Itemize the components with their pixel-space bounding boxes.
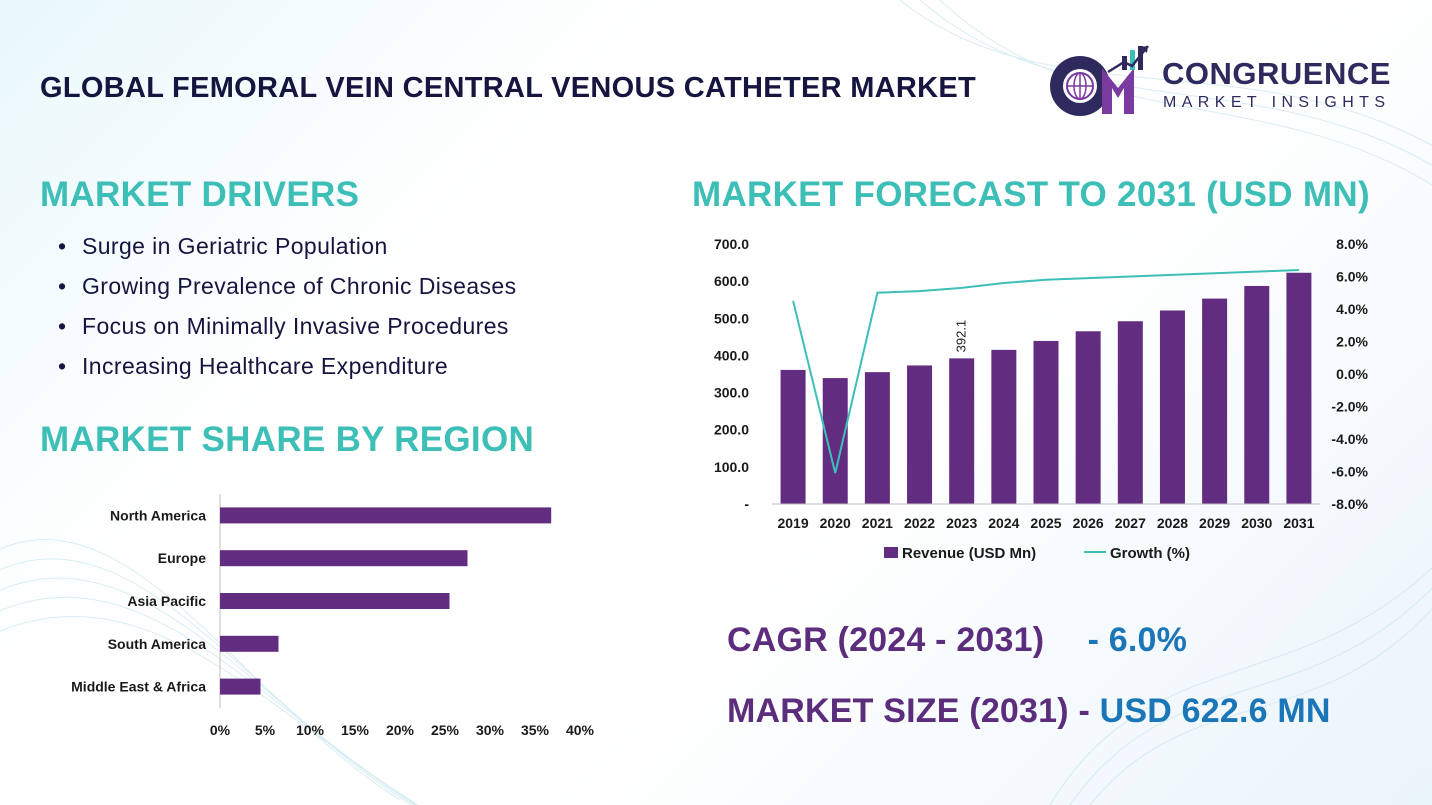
- x-tick-label: 35%: [521, 722, 550, 738]
- cagr-kpi: CAGR (2024 - 2031) - 6.0%: [727, 621, 1187, 660]
- legend-label-revenue: Revenue (USD Mn): [902, 545, 1036, 562]
- x-tick-label: 2031: [1283, 515, 1314, 531]
- x-tick-label: 30%: [476, 722, 505, 738]
- x-tick-label: 2024: [988, 515, 1019, 531]
- x-tick-label: 2020: [820, 515, 851, 531]
- y2-tick-label: -4.0%: [1331, 431, 1368, 447]
- bullet-icon: •: [58, 353, 67, 379]
- x-tick-label: 2019: [777, 515, 808, 531]
- y-tick-label: 200.0: [714, 422, 749, 438]
- drivers-list: • Surge in Geriatric Population • Growing …: [58, 228, 517, 388]
- region-share-chart: North America Europe Asia Pacific South Ame…: [71, 494, 595, 738]
- driver-item: • Growing Prevalence of Chronic Diseases: [58, 268, 517, 308]
- y-tick-label: 300.0: [714, 385, 749, 401]
- x-tick-label: 2022: [904, 515, 935, 531]
- driver-text: Growing Prevalence of Chronic Diseases: [82, 273, 517, 299]
- forecast-chart: - 100.0 200.0 300.0 400.0 500.0 600.0 700.0 -8.0…: [714, 236, 1369, 562]
- category-label: Europe: [158, 550, 206, 566]
- page-title: GLOBAL FEMORAL VEIN CENTRAL VENOUS CATHE…: [40, 72, 977, 104]
- revenue-bar-2025: [1033, 340, 1059, 504]
- driver-item: • Focus on Minimally Invasive Procedures: [58, 308, 517, 348]
- x-tick-label: 2026: [1073, 515, 1104, 531]
- revenue-bar-2026: [1075, 331, 1101, 504]
- category-label: Asia Pacific: [127, 593, 206, 609]
- y2-tick-label: 4.0%: [1336, 301, 1368, 317]
- bar-europe: [220, 550, 468, 567]
- x-tick-label: 2030: [1241, 515, 1272, 531]
- y-tick-label: 100.0: [714, 459, 749, 475]
- x-tick-label: 5%: [255, 722, 276, 738]
- y2-tick-label: 6.0%: [1336, 269, 1368, 285]
- brand-logo: CONGRUENCE MARKET INSIGHTS: [1044, 44, 1404, 124]
- revenue-bar-2030: [1244, 285, 1270, 504]
- x-tick-label: 2027: [1115, 515, 1146, 531]
- x-tick-label: 25%: [431, 722, 460, 738]
- x-tick-label: 15%: [341, 722, 370, 738]
- x-tick-label: 2023: [946, 515, 977, 531]
- logo-subtitle: MARKET INSIGHTS: [1163, 94, 1391, 111]
- logo-name: CONGRUENCE: [1162, 56, 1391, 91]
- y2-tick-label: -6.0%: [1331, 464, 1368, 480]
- share-heading: MARKET SHARE BY REGION: [40, 420, 535, 459]
- driver-text: Increasing Healthcare Expenditure: [82, 353, 449, 379]
- x-tick-label: 2025: [1030, 515, 1061, 531]
- revenue-bar-2031: [1286, 272, 1312, 504]
- x-tick-label: 20%: [386, 722, 415, 738]
- revenue-bar-2019: [780, 369, 806, 504]
- revenue-bar-2028: [1159, 310, 1185, 504]
- x-tick-label: 2028: [1157, 515, 1188, 531]
- bullet-icon: •: [58, 313, 67, 339]
- cagr-value: - 6.0%: [1087, 621, 1188, 659]
- data-label: 392.1: [954, 320, 969, 353]
- legend-label-growth: Growth (%): [1110, 545, 1190, 562]
- x-tick-label: 40%: [566, 722, 595, 738]
- cagr-label: CAGR (2024 - 2031): [727, 621, 1045, 659]
- y2-tick-label: 8.0%: [1336, 236, 1368, 252]
- y2-tick-label: 0.0%: [1336, 366, 1368, 382]
- growth-line: [792, 269, 1299, 474]
- revenue-bar-2021: [864, 372, 890, 504]
- y2-tick-label: -2.0%: [1331, 399, 1368, 415]
- y-tick-label: 700.0: [714, 236, 749, 252]
- y-tick-label: 600.0: [714, 273, 749, 289]
- bar-asia-pacific: [220, 593, 450, 609]
- x-tick-label: 10%: [296, 722, 325, 738]
- market-size-value: USD 622.6 MN: [1099, 692, 1331, 730]
- x-tick-label: 2029: [1199, 515, 1230, 531]
- driver-text: Focus on Minimally Invasive Procedures: [82, 313, 509, 339]
- revenue-bar-2022: [907, 365, 933, 504]
- bar-north-america: [220, 507, 552, 524]
- x-tick-label: 0%: [210, 722, 231, 738]
- drivers-heading: MARKET DRIVERS: [40, 175, 360, 214]
- x-tick-label: 2021: [862, 515, 893, 531]
- y2-tick-label: 2.0%: [1336, 334, 1368, 350]
- bar-south-america: [220, 635, 279, 652]
- driver-item: • Increasing Healthcare Expenditure: [58, 348, 517, 388]
- market-size-label: MARKET SIZE (2031): [727, 692, 1069, 730]
- logo-mark-icon: [1050, 45, 1149, 116]
- category-label: North America: [110, 507, 206, 523]
- category-label: Middle East & Africa: [71, 679, 206, 695]
- y2-tick-label: -8.0%: [1331, 496, 1368, 512]
- market-size-separator: -: [1078, 692, 1090, 730]
- bullet-icon: •: [58, 273, 67, 299]
- driver-item: • Surge in Geriatric Population: [58, 228, 517, 268]
- legend-swatch-revenue: [884, 547, 898, 558]
- market-size-kpi: MARKET SIZE (2031) - USD 622.6 MN: [727, 692, 1331, 731]
- revenue-bar-2023: [949, 358, 975, 504]
- revenue-bar-2024: [991, 349, 1017, 504]
- y-tick-label: 400.0: [714, 347, 749, 363]
- y-tick-label: -: [744, 496, 749, 512]
- y-tick-label: 500.0: [714, 310, 749, 326]
- forecast-heading: MARKET FORECAST TO 2031 (USD MN): [692, 175, 1370, 214]
- bullet-icon: •: [58, 233, 67, 259]
- category-label: South America: [108, 636, 206, 652]
- revenue-bar-2029: [1202, 298, 1228, 504]
- bar-middle-east-africa: [220, 678, 261, 695]
- revenue-bar-2027: [1117, 321, 1143, 504]
- driver-text: Surge in Geriatric Population: [82, 233, 388, 259]
